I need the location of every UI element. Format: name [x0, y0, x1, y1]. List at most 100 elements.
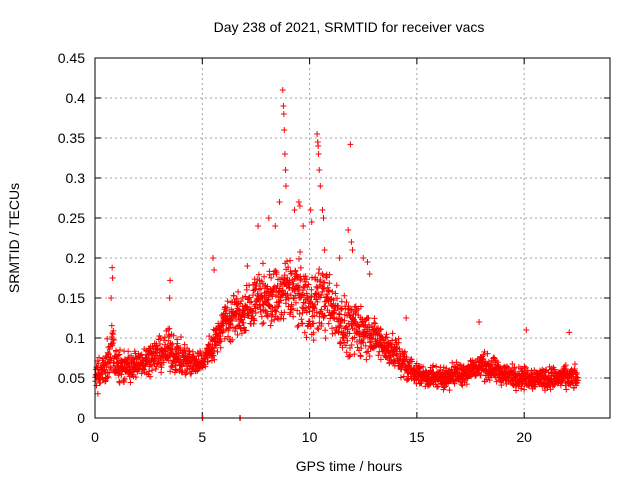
data-point: [395, 339, 402, 346]
data-point: [476, 319, 483, 325]
data-point: [318, 292, 325, 299]
x-axis-label: GPS time / hours: [296, 458, 403, 474]
data-point: [484, 350, 491, 357]
data-point: [234, 331, 241, 338]
data-point: [321, 247, 328, 253]
data-point: [303, 334, 310, 341]
data-point: [287, 270, 294, 277]
data-point: [505, 378, 512, 385]
data-point: [356, 323, 363, 330]
data-point: [329, 288, 336, 295]
data-point: [335, 310, 342, 317]
data-point: [217, 344, 224, 351]
data-point: [107, 365, 114, 372]
data-point: [451, 380, 458, 387]
data-point: [286, 277, 293, 284]
data-point: [287, 257, 294, 264]
data-point: [281, 309, 288, 316]
data-point: [449, 359, 456, 366]
data-point: [307, 323, 314, 330]
data-point: [158, 369, 165, 376]
data-point: [550, 383, 557, 390]
data-point: [104, 374, 111, 381]
data-point: [338, 298, 345, 305]
data-point: [130, 373, 137, 380]
data-point: [288, 301, 295, 308]
data-point: [504, 364, 511, 371]
data-point: [573, 369, 580, 376]
data-point: [456, 361, 463, 368]
data-point: [336, 311, 343, 318]
data-point: [282, 167, 289, 173]
data-point: [290, 313, 297, 320]
y-axis-label: SRMTID / TECUs: [6, 183, 22, 293]
data-point: [261, 273, 268, 280]
data-point: [260, 320, 267, 327]
data-point: [329, 330, 336, 337]
data-point: [284, 291, 291, 298]
data-point: [343, 349, 350, 356]
data-point: [310, 320, 317, 327]
y-tick-label: 0.1: [66, 330, 86, 346]
data-point: [348, 239, 355, 245]
data-point: [303, 290, 310, 297]
data-point: [318, 306, 325, 313]
data-point: [280, 111, 287, 117]
data-point: [562, 382, 569, 389]
data-point: [521, 386, 528, 393]
x-tick-label: 20: [516, 429, 532, 445]
data-point: [210, 352, 217, 359]
data-point: [377, 326, 384, 333]
data-point: [165, 331, 172, 338]
data-point: [339, 344, 346, 351]
data-point: [210, 255, 217, 261]
data-point: [342, 342, 349, 349]
data-point: [116, 379, 123, 386]
data-point: [498, 382, 505, 389]
y-tick-label: 0.45: [58, 50, 85, 66]
data-point: [337, 340, 344, 347]
data-point: [225, 333, 232, 340]
data-point: [360, 255, 367, 261]
data-point: [109, 340, 116, 347]
data-point: [121, 376, 128, 383]
y-tick-label: 0.05: [58, 370, 85, 386]
data-point: [566, 329, 573, 336]
data-point: [279, 87, 286, 93]
x-tick-label: 15: [409, 429, 425, 445]
data-point: [166, 295, 173, 301]
data-point: [315, 143, 322, 149]
data-point: [280, 103, 287, 109]
data-point: [292, 299, 299, 306]
data-point: [291, 207, 298, 213]
data-point: [335, 303, 342, 310]
data-point: [181, 341, 188, 348]
data-point: [310, 329, 317, 336]
data-point: [258, 313, 265, 320]
data-point: [320, 215, 327, 221]
data-point: [161, 334, 168, 341]
data-point: [113, 355, 120, 362]
data-point: [259, 260, 266, 267]
data-point: [347, 141, 354, 148]
data-point: [366, 271, 373, 277]
data-point: [217, 338, 224, 345]
data-point: [331, 330, 338, 337]
data-point: [246, 294, 253, 301]
data-point: [170, 332, 177, 339]
data-point: [290, 305, 297, 312]
data-point: [106, 369, 113, 376]
data-point: [235, 288, 242, 295]
data-point: [295, 199, 302, 205]
data-point: [366, 353, 373, 360]
data-point: [403, 315, 410, 321]
data-point: [434, 383, 441, 390]
data-point: [246, 299, 253, 306]
data-point: [336, 255, 343, 261]
data-point: [244, 263, 251, 269]
data-point: [107, 364, 114, 371]
data-point: [116, 351, 123, 358]
data-point: [314, 298, 321, 305]
data-point: [178, 334, 185, 341]
data-point: [269, 311, 276, 318]
